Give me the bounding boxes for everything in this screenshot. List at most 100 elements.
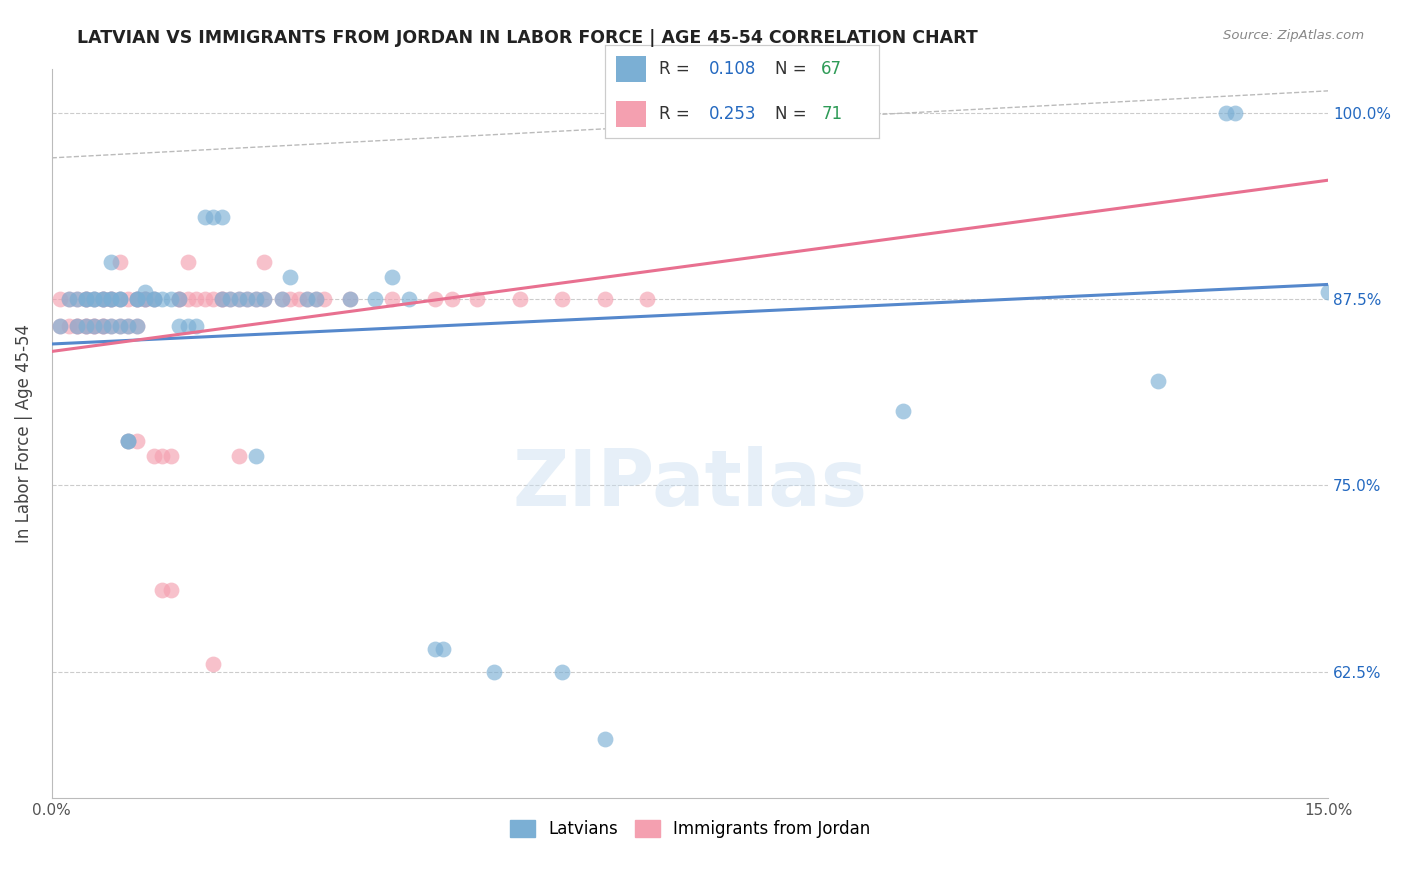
Point: [169, 293, 191, 307]
Point: [211, 293, 233, 307]
Point: [202, 657, 225, 672]
Point: [117, 434, 139, 448]
Point: [125, 293, 148, 307]
Point: [211, 211, 233, 225]
Point: [593, 731, 616, 746]
Text: N =: N =: [775, 105, 811, 123]
Point: [83, 319, 105, 334]
Point: [100, 293, 122, 307]
Point: [117, 434, 139, 448]
Point: [432, 642, 454, 657]
Point: [295, 293, 318, 307]
Point: [117, 293, 139, 307]
Text: N =: N =: [775, 60, 811, 78]
Point: [228, 449, 250, 463]
Point: [381, 293, 404, 307]
Point: [134, 293, 156, 307]
Point: [245, 293, 267, 307]
Point: [134, 293, 156, 307]
Point: [58, 293, 80, 307]
Point: [278, 270, 301, 285]
Point: [108, 293, 131, 307]
Point: [245, 293, 267, 307]
Point: [219, 293, 242, 307]
Point: [100, 293, 122, 307]
Point: [150, 582, 173, 597]
Text: Source: ZipAtlas.com: Source: ZipAtlas.com: [1223, 29, 1364, 42]
Point: [304, 293, 326, 307]
Point: [440, 293, 463, 307]
Point: [108, 319, 131, 334]
Text: 0.108: 0.108: [709, 60, 756, 78]
FancyBboxPatch shape: [616, 56, 645, 82]
Point: [169, 293, 191, 307]
Point: [228, 293, 250, 307]
Point: [83, 319, 105, 334]
Text: R =: R =: [659, 60, 696, 78]
Point: [125, 293, 148, 307]
Point: [142, 293, 165, 307]
Point: [134, 285, 156, 299]
Point: [125, 319, 148, 334]
Point: [100, 293, 122, 307]
Point: [91, 293, 114, 307]
Point: [169, 319, 191, 334]
Text: 0.253: 0.253: [709, 105, 756, 123]
Point: [177, 255, 200, 269]
Point: [100, 255, 122, 269]
Point: [236, 293, 259, 307]
Point: [339, 293, 361, 307]
Point: [202, 211, 225, 225]
Point: [484, 665, 506, 679]
Point: [270, 293, 292, 307]
Point: [66, 293, 89, 307]
Point: [150, 449, 173, 463]
Point: [339, 293, 361, 307]
Point: [160, 449, 183, 463]
Point: [100, 319, 122, 334]
Point: [117, 319, 139, 334]
Point: [194, 293, 217, 307]
Point: [236, 293, 259, 307]
Point: [125, 434, 148, 448]
Point: [91, 293, 114, 307]
Point: [142, 293, 165, 307]
Point: [287, 293, 309, 307]
Point: [75, 319, 97, 334]
FancyBboxPatch shape: [616, 101, 645, 127]
Point: [169, 293, 191, 307]
Point: [763, 106, 786, 120]
Point: [108, 293, 131, 307]
Point: [117, 319, 139, 334]
Point: [398, 293, 420, 307]
Point: [1215, 106, 1237, 120]
Point: [228, 293, 250, 307]
Point: [108, 319, 131, 334]
Point: [66, 319, 89, 334]
Point: [75, 293, 97, 307]
Text: 67: 67: [821, 60, 842, 78]
Point: [636, 293, 658, 307]
Point: [49, 319, 72, 334]
Point: [194, 211, 217, 225]
Point: [75, 293, 97, 307]
Text: ZIPatlas: ZIPatlas: [512, 446, 868, 523]
Point: [91, 293, 114, 307]
Text: LATVIAN VS IMMIGRANTS FROM JORDAN IN LABOR FORCE | AGE 45-54 CORRELATION CHART: LATVIAN VS IMMIGRANTS FROM JORDAN IN LAB…: [77, 29, 979, 46]
Point: [245, 449, 267, 463]
Point: [160, 582, 183, 597]
Point: [75, 293, 97, 307]
Point: [593, 293, 616, 307]
Point: [211, 293, 233, 307]
Point: [211, 293, 233, 307]
Legend: Latvians, Immigrants from Jordan: Latvians, Immigrants from Jordan: [503, 813, 877, 845]
Point: [142, 293, 165, 307]
Point: [117, 434, 139, 448]
Point: [1147, 374, 1170, 388]
Point: [66, 319, 89, 334]
Point: [160, 293, 183, 307]
Point: [679, 106, 702, 120]
Point: [270, 293, 292, 307]
Point: [1223, 106, 1246, 120]
Point: [177, 319, 200, 334]
